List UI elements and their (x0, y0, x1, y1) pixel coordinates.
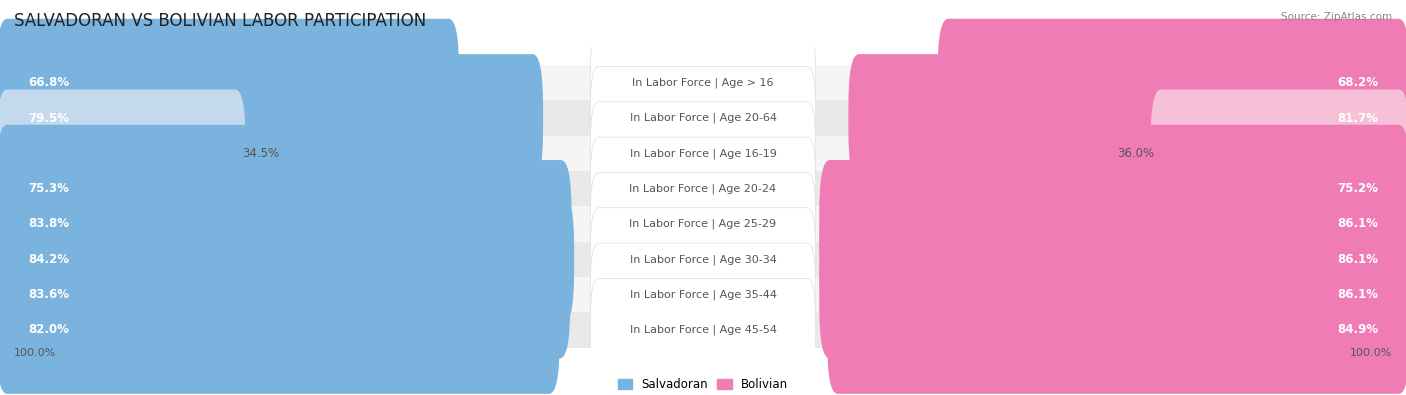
FancyBboxPatch shape (7, 136, 1399, 171)
Text: 86.1%: 86.1% (1337, 218, 1378, 231)
Text: In Labor Force | Age 16-19: In Labor Force | Age 16-19 (630, 148, 776, 159)
FancyBboxPatch shape (591, 208, 815, 311)
FancyBboxPatch shape (0, 266, 560, 394)
FancyBboxPatch shape (591, 278, 815, 382)
FancyBboxPatch shape (0, 54, 543, 182)
Text: 86.1%: 86.1% (1337, 288, 1378, 301)
Text: In Labor Force | Age 25-29: In Labor Force | Age 25-29 (630, 219, 776, 229)
FancyBboxPatch shape (591, 102, 815, 205)
Text: In Labor Force | Age 20-24: In Labor Force | Age 20-24 (630, 183, 776, 194)
FancyBboxPatch shape (891, 125, 1406, 252)
FancyBboxPatch shape (0, 89, 246, 217)
Text: Source: ZipAtlas.com: Source: ZipAtlas.com (1281, 12, 1392, 22)
FancyBboxPatch shape (0, 196, 574, 323)
Text: 84.2%: 84.2% (28, 253, 69, 266)
FancyBboxPatch shape (591, 243, 815, 346)
Text: In Labor Force | Age 45-54: In Labor Force | Age 45-54 (630, 325, 776, 335)
FancyBboxPatch shape (1150, 89, 1406, 217)
Text: In Labor Force | Age > 16: In Labor Force | Age > 16 (633, 77, 773, 88)
Text: 66.8%: 66.8% (28, 76, 69, 89)
FancyBboxPatch shape (848, 54, 1406, 182)
Text: 81.7%: 81.7% (1337, 111, 1378, 124)
Text: 34.5%: 34.5% (242, 147, 280, 160)
FancyBboxPatch shape (591, 31, 815, 134)
FancyBboxPatch shape (591, 137, 815, 240)
Text: In Labor Force | Age 35-44: In Labor Force | Age 35-44 (630, 290, 776, 300)
FancyBboxPatch shape (7, 206, 1399, 242)
Text: 83.8%: 83.8% (28, 218, 69, 231)
FancyBboxPatch shape (0, 19, 460, 147)
FancyBboxPatch shape (827, 266, 1406, 394)
FancyBboxPatch shape (0, 160, 571, 288)
Text: 100.0%: 100.0% (1350, 348, 1392, 358)
FancyBboxPatch shape (938, 19, 1406, 147)
FancyBboxPatch shape (0, 125, 516, 252)
FancyBboxPatch shape (7, 242, 1399, 277)
Text: 82.0%: 82.0% (28, 324, 69, 337)
Text: 68.2%: 68.2% (1337, 76, 1378, 89)
FancyBboxPatch shape (7, 171, 1399, 206)
Text: In Labor Force | Age 20-64: In Labor Force | Age 20-64 (630, 113, 776, 123)
Text: 75.3%: 75.3% (28, 182, 69, 195)
Legend: Salvadoran, Bolivian: Salvadoran, Bolivian (613, 373, 793, 395)
FancyBboxPatch shape (591, 66, 815, 169)
Text: 100.0%: 100.0% (14, 348, 56, 358)
FancyBboxPatch shape (7, 277, 1399, 312)
FancyBboxPatch shape (820, 160, 1406, 288)
FancyBboxPatch shape (591, 173, 815, 276)
Text: 75.2%: 75.2% (1337, 182, 1378, 195)
Text: 83.6%: 83.6% (28, 288, 69, 301)
FancyBboxPatch shape (7, 65, 1399, 100)
Text: 86.1%: 86.1% (1337, 253, 1378, 266)
FancyBboxPatch shape (0, 231, 571, 359)
Text: 84.9%: 84.9% (1337, 324, 1378, 337)
FancyBboxPatch shape (820, 196, 1406, 323)
Text: 36.0%: 36.0% (1116, 147, 1154, 160)
Text: SALVADORAN VS BOLIVIAN LABOR PARTICIPATION: SALVADORAN VS BOLIVIAN LABOR PARTICIPATI… (14, 12, 426, 30)
Text: In Labor Force | Age 30-34: In Labor Force | Age 30-34 (630, 254, 776, 265)
Text: 79.5%: 79.5% (28, 111, 69, 124)
FancyBboxPatch shape (7, 312, 1399, 348)
FancyBboxPatch shape (7, 100, 1399, 136)
FancyBboxPatch shape (820, 231, 1406, 359)
